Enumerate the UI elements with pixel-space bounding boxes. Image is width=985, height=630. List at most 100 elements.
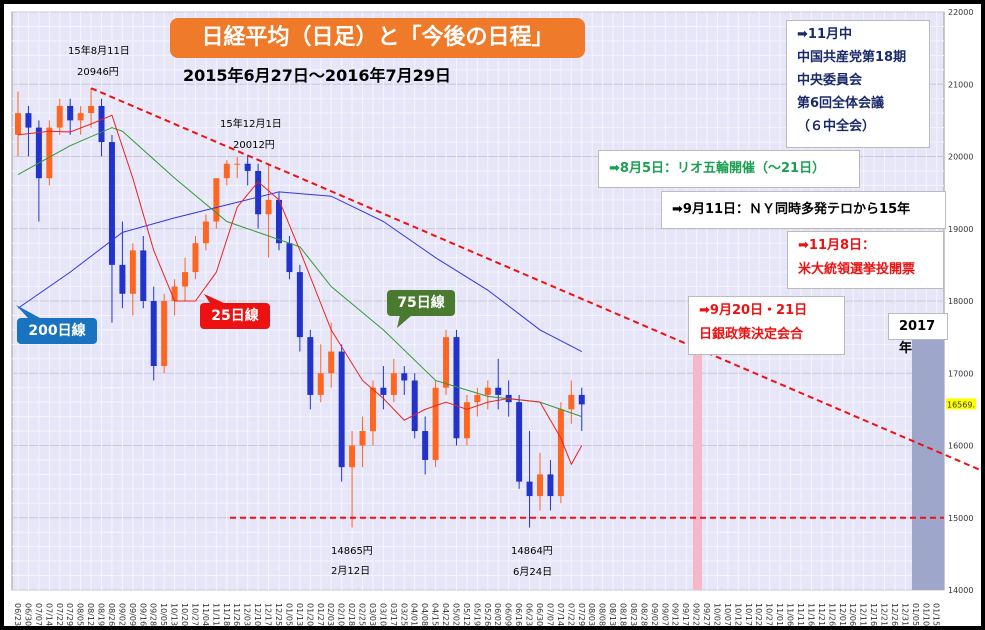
event-plenum-line: 中央委員会 bbox=[797, 73, 863, 88]
x-tick-label: 09/09 bbox=[128, 603, 137, 626]
ma200-label: 200日線 bbox=[17, 318, 97, 344]
candle-body bbox=[474, 394, 481, 403]
peak1-price: 20946円 bbox=[77, 67, 119, 78]
x-tick-label: 08/23 bbox=[629, 603, 638, 626]
x-tick-label: 10/17 bbox=[744, 603, 753, 626]
event-plenum-line: （６中全会） bbox=[797, 119, 876, 134]
y-tick-label: 15000 bbox=[948, 514, 973, 523]
x-tick-label: 11/26 bbox=[827, 603, 836, 626]
candle-body bbox=[526, 481, 533, 497]
x-tick-label: 08/28 bbox=[639, 603, 648, 626]
y-tick-label: 19000 bbox=[948, 225, 973, 234]
x-tick-label: 10/13 bbox=[170, 603, 179, 626]
x-tick-label: 06/02 bbox=[493, 603, 502, 626]
x-tick-label: 10/20 bbox=[180, 603, 189, 626]
event-boj-text: 日銀政策決定会合 bbox=[699, 327, 804, 342]
x-tick-label: 11/26 bbox=[232, 603, 241, 626]
candle-body bbox=[317, 373, 324, 395]
candle-body bbox=[411, 380, 418, 432]
candle-body bbox=[443, 337, 450, 388]
x-tick-label: 12/31 bbox=[900, 603, 909, 626]
y-tick-label: 18000 bbox=[948, 297, 973, 306]
x-tick-label: 07/07 bbox=[545, 603, 554, 626]
candle-body bbox=[349, 445, 356, 468]
x-tick-label: 09/27 bbox=[702, 603, 711, 626]
x-tick-label: 01/05 bbox=[284, 603, 293, 626]
event-plenum-line: ➡11月中 bbox=[797, 27, 852, 42]
y-tick-label: 22000 bbox=[948, 8, 973, 17]
candle-body bbox=[463, 402, 470, 439]
x-tick-label: 03/17 bbox=[389, 603, 398, 626]
candle-body bbox=[328, 351, 335, 374]
x-tick-label: 12/21 bbox=[880, 603, 889, 626]
x-tick-label: 10/22 bbox=[754, 603, 763, 626]
candle-body bbox=[390, 373, 397, 395]
x-tick-label: 05/02 bbox=[451, 603, 460, 626]
x-tick-label: 12/17 bbox=[264, 603, 273, 626]
x-tick-label: 11/18 bbox=[222, 603, 231, 626]
event-911: ➡9月11日：ＮＹ同時多発テロから15年 bbox=[661, 191, 946, 229]
candle-body bbox=[244, 163, 251, 171]
x-tick-label: 04/15 bbox=[431, 603, 440, 626]
ma-line-75日線 bbox=[17, 127, 582, 418]
candle-body bbox=[140, 250, 147, 301]
x-tick-label: 08/03 bbox=[587, 603, 596, 626]
ma-line-25日線 bbox=[17, 114, 583, 466]
x-tick-label: 04/08 bbox=[420, 603, 429, 626]
x-tick-label: 08/13 bbox=[608, 603, 617, 626]
x-tick-label: 06/30 bbox=[535, 603, 544, 626]
candle-body bbox=[192, 243, 199, 273]
x-tick-label: 04/22 bbox=[441, 603, 450, 626]
candle-body bbox=[422, 431, 429, 460]
candle-body bbox=[98, 105, 105, 143]
boj-meeting-band bbox=[693, 355, 702, 590]
candle-body bbox=[380, 387, 387, 395]
low1-date: 2月12日 bbox=[331, 566, 371, 577]
low1-price: 14865円 bbox=[331, 546, 373, 557]
candle-body bbox=[161, 301, 168, 367]
candle-body bbox=[171, 286, 178, 301]
x-tick-label: 06/16 bbox=[514, 603, 523, 626]
x-tick-label: 04/01 bbox=[410, 603, 419, 626]
x-tick-label: 08/08 bbox=[598, 603, 607, 626]
x-tick-label: 12/03 bbox=[243, 603, 252, 626]
candle-body bbox=[150, 301, 157, 367]
candle-body bbox=[276, 199, 282, 244]
x-tick-label: 07/14 bbox=[556, 603, 565, 626]
candle-body bbox=[15, 113, 21, 135]
candle-body bbox=[369, 387, 376, 432]
ma25-label: 25日線 bbox=[200, 303, 270, 329]
candle-body bbox=[547, 474, 554, 497]
x-tick-label: 11/11 bbox=[211, 603, 220, 626]
year-2017-label: 2017年 bbox=[888, 313, 948, 356]
ma-line-200日線 bbox=[17, 191, 582, 353]
x-tick-label: 08/19 bbox=[97, 603, 106, 626]
peak1-date: 15年8月11日 bbox=[68, 46, 130, 57]
event-us-election: ➡11月8日： 米大統領選挙投開票 bbox=[787, 231, 944, 289]
event-plenum: ➡11月中 中国共産党第18期 中央委員会 第6回全体会議 （６中全会） bbox=[786, 20, 930, 148]
x-tick-label: 12/25 bbox=[274, 603, 283, 626]
x-tick-label: 12/10 bbox=[253, 603, 262, 626]
ma200-pointer bbox=[16, 305, 40, 318]
candle-body bbox=[338, 351, 345, 468]
peak2-price: 20012円 bbox=[233, 140, 275, 151]
candle-body bbox=[25, 113, 32, 128]
x-tick-label: 03/10 bbox=[378, 603, 387, 626]
candle-body bbox=[296, 272, 303, 338]
y-tick-label: 20000 bbox=[948, 153, 973, 162]
x-tick-label: 10/07 bbox=[723, 603, 732, 626]
x-tick-label: 07/22 bbox=[55, 603, 64, 626]
x-tick-label: 08/18 bbox=[619, 603, 628, 626]
event-boj-date: ➡9月20日・21日 bbox=[699, 303, 808, 318]
candle-body bbox=[234, 163, 241, 165]
event-us-election-text: 米大統領選挙投開票 bbox=[798, 262, 916, 277]
chart-title: 日経平均（日足）と「今後の日程」 bbox=[170, 18, 585, 58]
candle-body bbox=[213, 178, 220, 222]
x-tick-label: 01/13 bbox=[295, 603, 304, 626]
x-tick-label: 10/05 bbox=[159, 603, 168, 626]
candle-body bbox=[307, 337, 314, 395]
x-tick-label: 08/12 bbox=[86, 603, 95, 626]
y-tick-label: 16000 bbox=[948, 442, 973, 451]
x-tick-label: 01/10 bbox=[921, 603, 930, 626]
